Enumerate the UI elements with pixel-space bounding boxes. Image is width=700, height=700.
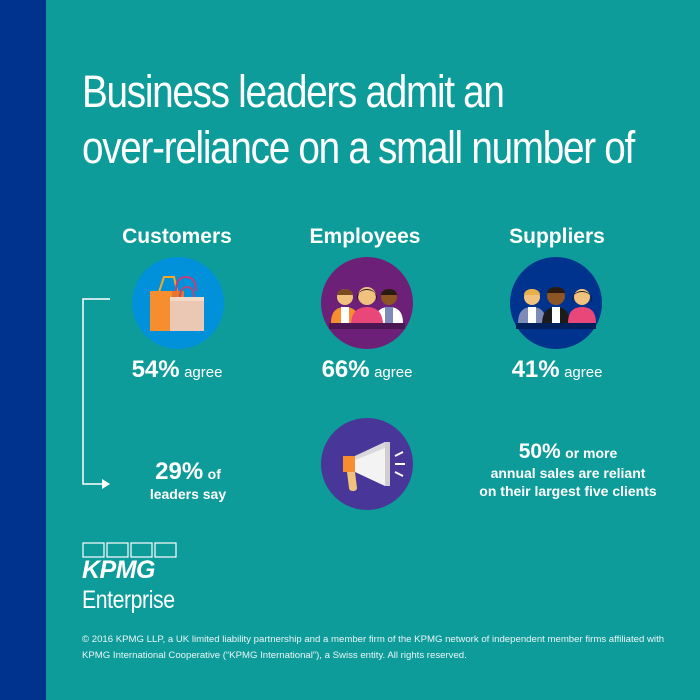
- suppliers-agree-label: agree: [564, 364, 603, 381]
- headline-line-2: over-reliance on a small number of: [82, 122, 635, 173]
- suppliers-stat: 41% agree: [472, 356, 642, 384]
- headline-line-1: Business leaders admit an: [82, 66, 505, 117]
- left-sidebar-band: [0, 0, 46, 700]
- megaphone-icon-circle: [321, 418, 413, 510]
- customers-agree-label: agree: [184, 364, 223, 381]
- leaders-say-callout: 29% of leaders say: [118, 458, 258, 502]
- category-employees-label: Employees: [309, 225, 421, 248]
- copyright-footer: © 2016 KPMG LLP, a UK limited liability …: [82, 634, 665, 661]
- enterprise-logo-text: Enterprise: [82, 586, 175, 614]
- suppliers-percent: 41%: [511, 356, 560, 383]
- suppliers-icon-circle: [510, 257, 602, 349]
- customers-icon-circle: [132, 257, 224, 349]
- employees-icon-circle: [321, 257, 413, 349]
- leaders-say-percent: 29%: [155, 458, 204, 485]
- employees-percent: 66%: [321, 356, 370, 383]
- headline: Business leaders admit an over-reliance …: [82, 64, 635, 176]
- employees-stat: 66% agree: [282, 356, 452, 384]
- category-suppliers-label: Suppliers: [509, 225, 605, 248]
- sales-reliance-line-2: annual sales are reliant: [490, 465, 646, 481]
- megaphone-icon: [343, 442, 405, 491]
- leaders-say-text: leaders say: [149, 486, 227, 502]
- infographic-background: [46, 0, 700, 700]
- leaders-say-of: of: [207, 466, 221, 482]
- sales-reliance-or-more: or more: [565, 445, 618, 461]
- kpmg-logo-text: KPMG: [82, 556, 156, 584]
- employees-group-icon: [329, 287, 405, 329]
- bracket-arrow-icon: [82, 298, 110, 489]
- kpmg-boxes-logo-icon: [82, 542, 177, 558]
- category-customers-label: Customers: [122, 225, 232, 248]
- customers-percent: 54%: [131, 356, 180, 383]
- sales-reliance-callout: 50% or more annual sales are reliant on …: [458, 440, 678, 500]
- employees-agree-label: agree: [374, 364, 413, 381]
- sales-reliance-line-3: on their largest five clients: [479, 483, 657, 499]
- customers-stat: 54% agree: [92, 356, 262, 384]
- shopping-bags-icon: [150, 275, 204, 331]
- sales-reliance-percent: 50%: [518, 440, 561, 463]
- suppliers-group-icon: [516, 287, 596, 329]
